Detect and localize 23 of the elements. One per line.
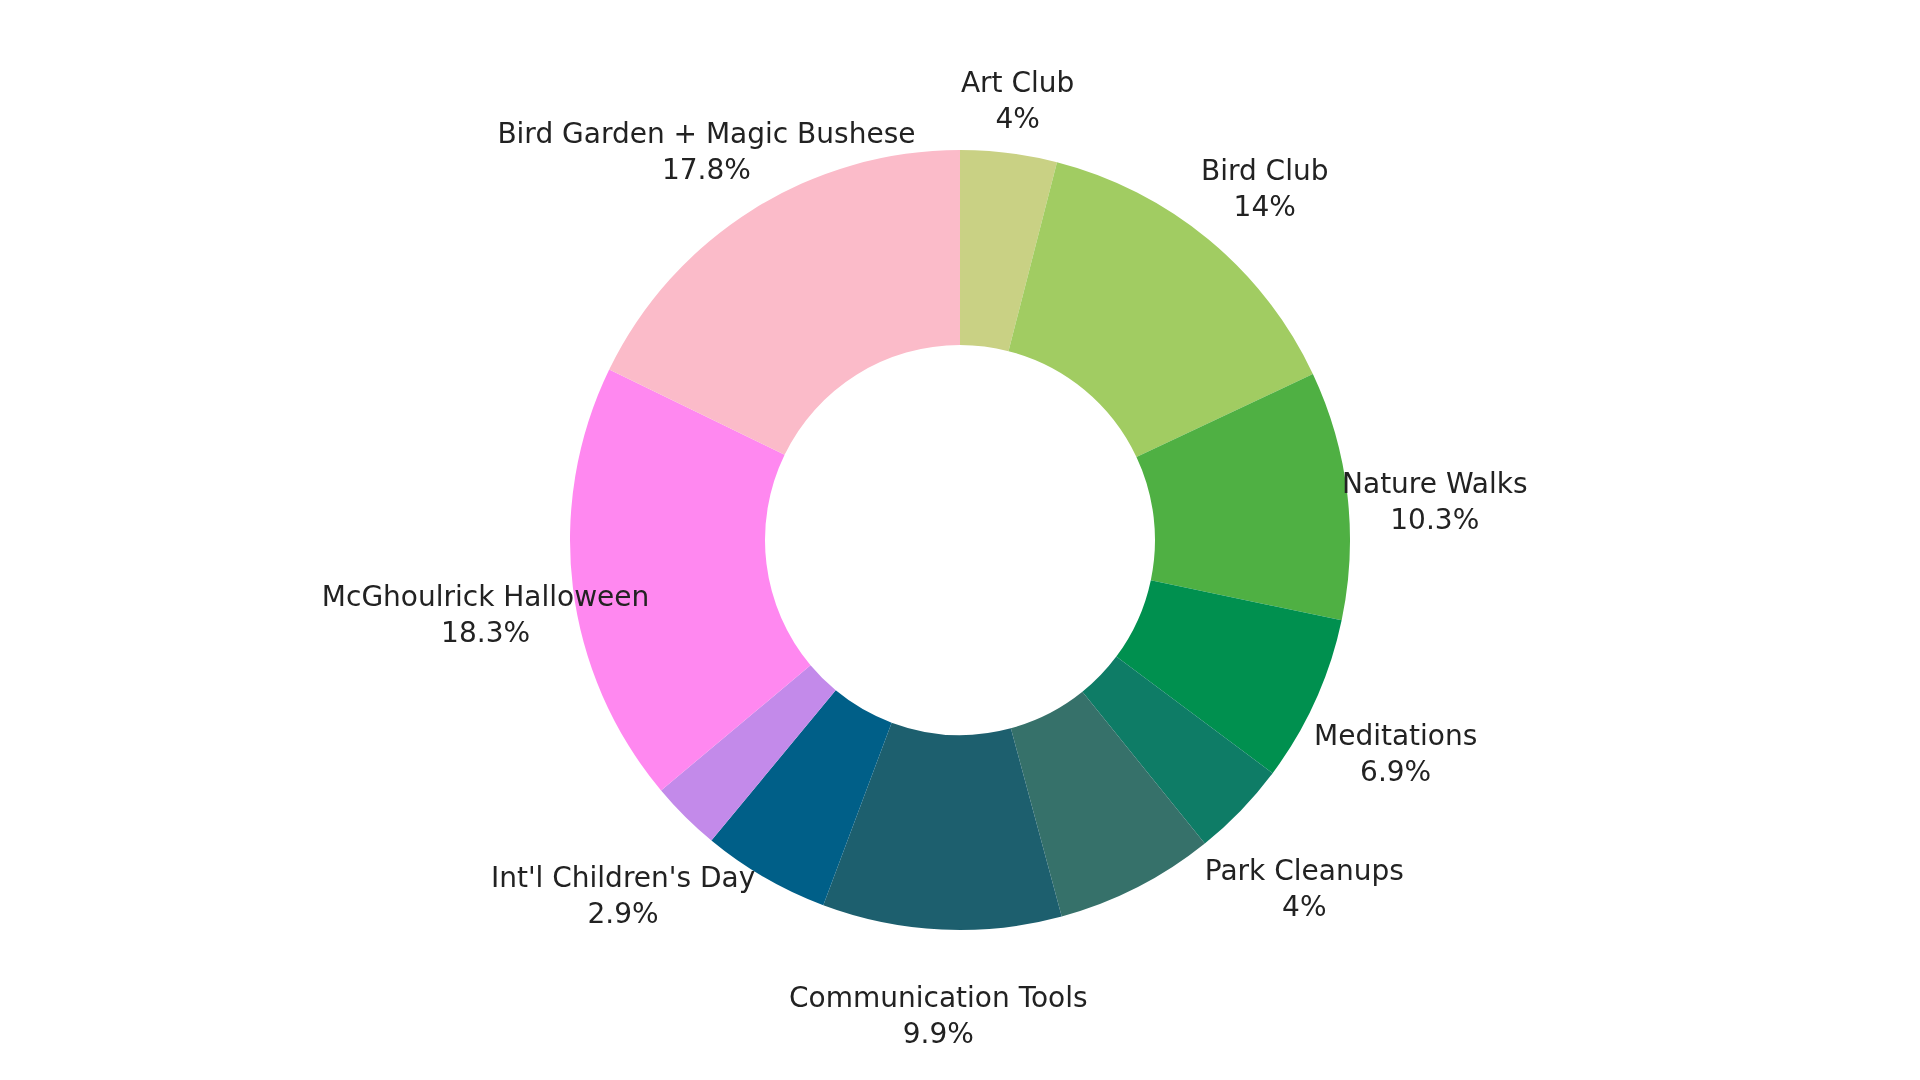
slice-label: Communication Tools bbox=[789, 981, 1088, 1015]
donut-slice bbox=[1082, 656, 1273, 844]
donut-slice bbox=[661, 665, 836, 841]
donut-slice bbox=[823, 722, 1062, 930]
data-label: 18.3% bbox=[441, 616, 531, 650]
slice-label: McGhoulrick Halloween bbox=[321, 580, 650, 614]
donut-slice bbox=[960, 150, 1057, 352]
slice-label: Bird Garden + Magic Bushese bbox=[497, 116, 916, 150]
slice-label: Int'l Children's Day bbox=[490, 861, 756, 895]
data-label: 6.9% bbox=[1360, 754, 1432, 788]
data-label: 14% bbox=[1233, 189, 1296, 223]
data-label: 10.3% bbox=[1390, 502, 1480, 536]
data-label: 4% bbox=[1282, 889, 1327, 923]
data-label: 2.9% bbox=[587, 897, 659, 931]
data-label: 17.8% bbox=[661, 152, 751, 186]
data-label: 4% bbox=[995, 101, 1040, 135]
data-label: 9.9% bbox=[902, 1017, 974, 1051]
slice-label: Meditations bbox=[1314, 718, 1478, 752]
donut-slice bbox=[1010, 691, 1205, 917]
slice-label: Art Club bbox=[960, 65, 1075, 99]
slice-label: Bird Club bbox=[1200, 153, 1329, 187]
slice-label: Park Cleanups bbox=[1204, 853, 1404, 887]
donut-slice bbox=[609, 150, 960, 455]
